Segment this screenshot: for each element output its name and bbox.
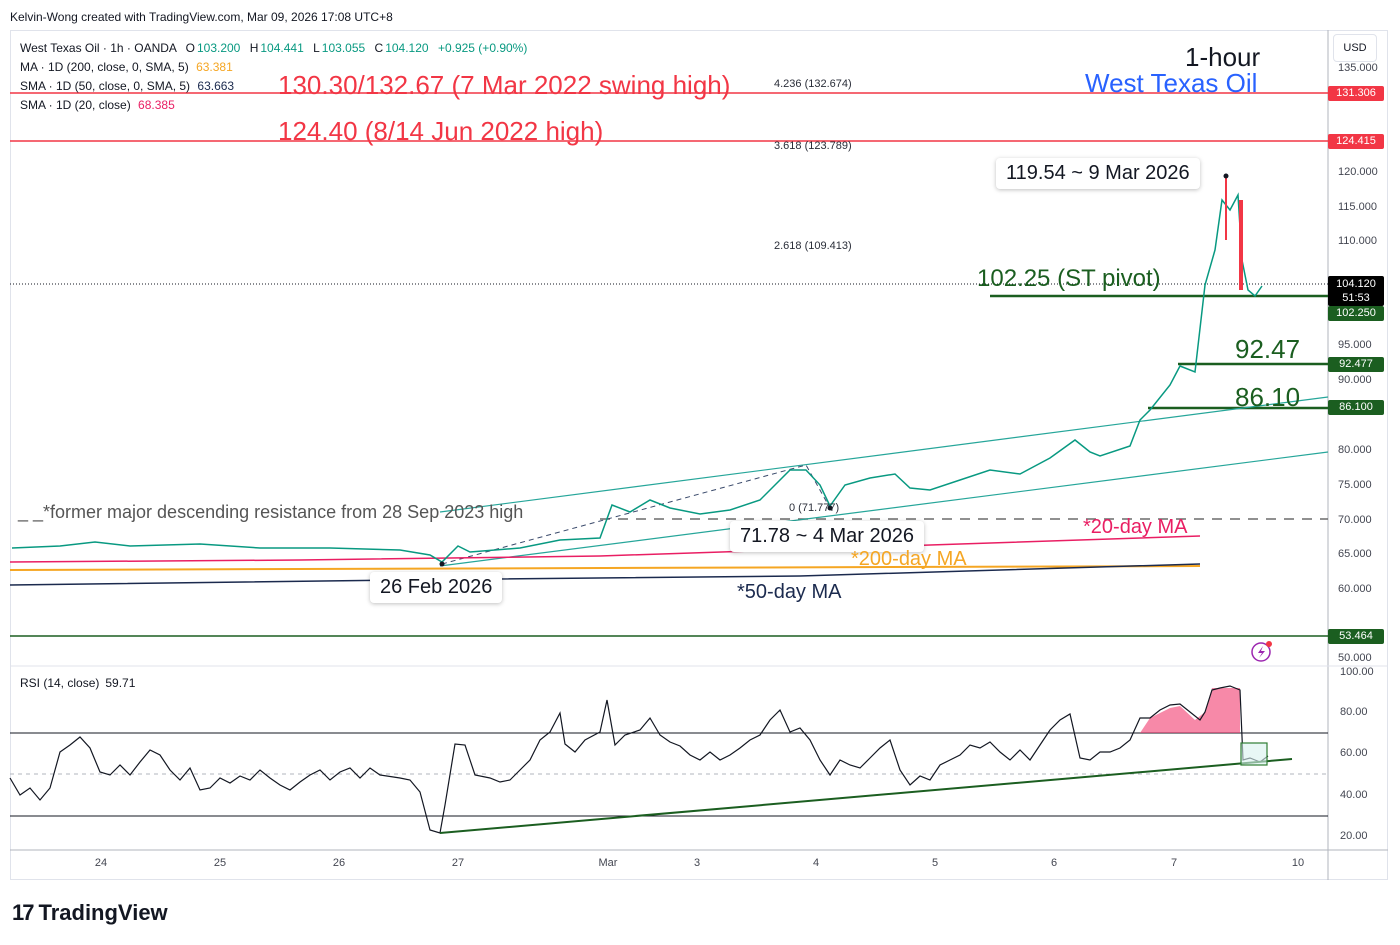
high-label: H — [249, 41, 259, 55]
ma20-label: SMA · 1D (20, close) — [20, 98, 131, 112]
price-tick: 95.000 — [1338, 339, 1372, 351]
close-label: C — [374, 41, 384, 55]
rsi-tick: 60.00 — [1340, 747, 1368, 759]
level-8610-annotation[interactable]: 86.10 — [1235, 382, 1301, 412]
fib-2618-label: 2.618 (109.413) — [774, 240, 852, 252]
price-tick: 75.000 — [1338, 479, 1372, 491]
legend-symbol-row[interactable]: West Texas Oil · 1h · OANDA O 103.200 H 10… — [20, 39, 527, 58]
rsi-trendline[interactable] — [439, 758, 1293, 834]
price-tag-92477: 92.477 — [1328, 357, 1384, 372]
price-tag-current: 104.120 51:53 — [1328, 276, 1384, 306]
channel-lower-line[interactable] — [439, 451, 1329, 567]
ma20-value: 68.385 — [138, 98, 175, 112]
rsi-tick: 20.00 — [1340, 830, 1368, 842]
tradingview-mark-icon: 17 — [12, 900, 35, 925]
high-value: 104.441 — [260, 41, 304, 55]
ma200-annotation: *200-day MA — [851, 548, 967, 570]
price-tick: 70.000 — [1338, 514, 1372, 526]
swing-high-annotation[interactable]: 130.30/132.67 (7 Mar 2022 swing high) — [278, 70, 731, 100]
chart-frame — [10, 30, 1388, 880]
ma50-value: 63.663 — [197, 79, 235, 93]
price-tick: 135.000 — [1338, 62, 1378, 74]
time-tick: 26 — [332, 857, 346, 869]
price-tick: 50.000 — [1338, 652, 1372, 664]
time-tick: 5 — [931, 857, 939, 869]
ma200-line — [9, 565, 1201, 571]
bar-countdown: 51:53 — [1342, 292, 1370, 304]
change-value: +0.925 (+0.90%) — [437, 41, 528, 55]
time-tick: 6 — [1050, 857, 1058, 869]
rsi-tick: 40.00 — [1340, 789, 1368, 801]
price-tag-124415: 124.415 — [1328, 134, 1384, 149]
timeframe-title: 1-hour — [1185, 42, 1261, 72]
currency-button[interactable]: USD — [1333, 34, 1377, 62]
st-pivot-annotation[interactable]: 102.25 (ST pivot) — [977, 265, 1161, 292]
time-tick: 27 — [451, 857, 465, 869]
rsi-highlight-box[interactable] — [1240, 742, 1268, 766]
fib-3618-label: 3.618 (123.789) — [774, 140, 852, 152]
callout-low-4mar[interactable]: 71.78 ~ 4 Mar 2026 — [730, 521, 925, 552]
ma200-value: 63.381 — [196, 60, 233, 74]
callout-high[interactable]: 119.54 ~ 9 Mar 2026 — [996, 158, 1200, 189]
legend-ma20-row[interactable]: SMA · 1D (20, close) 68.385 — [20, 96, 527, 115]
rsi-label: RSI (14, close) — [20, 676, 100, 690]
alert-lightning-icon[interactable] — [1251, 641, 1272, 662]
price-tag-53464: 53.464 — [1328, 629, 1384, 644]
ma200-label: MA · 1D (200, close, 0, SMA, 5) — [20, 60, 189, 74]
time-tick: 10 — [1291, 857, 1305, 869]
tradingview-logo[interactable]: 17 TradingView — [12, 900, 168, 926]
open-value: 103.200 — [196, 41, 241, 55]
level-9247-annotation[interactable]: 92.47 — [1235, 334, 1301, 364]
open-label: O — [185, 41, 195, 55]
time-tick: 7 — [1170, 857, 1178, 869]
time-tick: Mar — [598, 857, 618, 869]
legend-ma50-row[interactable]: SMA · 1D (50, close, 0, SMA, 5) 63.663 — [20, 77, 527, 96]
ma50-annotation: *50-day MA — [737, 581, 842, 603]
channel-upper-line[interactable] — [439, 396, 1329, 513]
price-tick: 65.000 — [1338, 548, 1372, 560]
rsi-value: 59.71 — [105, 676, 136, 690]
ma50-line — [9, 563, 1201, 586]
time-tick: 3 — [693, 857, 701, 869]
rsi-legend[interactable]: RSI (14, close) 59.71 — [20, 676, 135, 690]
rsi-tick: 80.00 — [1340, 706, 1368, 718]
price-tick: 110.000 — [1338, 235, 1377, 247]
low-label: L — [313, 41, 320, 55]
credit-line: Kelvin-Wong created with TradingView.com… — [10, 10, 393, 24]
price-tick: 90.000 — [1338, 374, 1372, 386]
legend-ma200-row[interactable]: MA · 1D (200, close, 0, SMA, 5) 63.381 — [20, 58, 527, 77]
fib-0-label: 0 (71.777) — [789, 502, 840, 514]
price-tick: 60.000 — [1338, 583, 1372, 595]
price-tick: 80.000 — [1338, 444, 1372, 456]
rsi-overbought-fill — [1140, 688, 1240, 733]
price-tag-131306: 131.306 — [1328, 86, 1384, 101]
time-tick: 24 — [94, 857, 108, 869]
tradingview-wordmark: TradingView — [38, 900, 168, 925]
low-value: 103.055 — [321, 41, 366, 55]
close-value: 104.120 — [385, 41, 429, 55]
price-tag-86100: 86.100 — [1328, 400, 1384, 415]
jun-high-annotation[interactable]: 124.40 (8/14 Jun 2022 high) — [278, 116, 604, 146]
price-tag-102250: 102.250 — [1328, 306, 1384, 321]
time-tick: 4 — [812, 857, 820, 869]
price-tick: 120.000 — [1338, 166, 1378, 178]
chart-legend: West Texas Oil · 1h · OANDA O 103.200 H 10… — [20, 39, 527, 115]
rsi-line — [9, 685, 1269, 834]
candlestick-series[interactable] — [11, 173, 1263, 567]
price-tick: 115.000 — [1338, 201, 1377, 213]
ma50-label: SMA · 1D (50, close, 0, SMA, 5) — [20, 79, 191, 93]
current-price-value: 104.120 — [1336, 278, 1376, 290]
rsi-tick: 100.00 — [1340, 666, 1374, 678]
legend-symbol: West Texas Oil · 1h · OANDA — [20, 41, 177, 55]
instrument-title: West Texas Oil — [1085, 68, 1258, 98]
time-tick: 25 — [213, 857, 227, 869]
former-resistance-annotation[interactable]: _ _*former major descending resistance f… — [18, 502, 524, 522]
ma20-annotation: *20-day MA — [1083, 516, 1188, 538]
callout-low-26feb[interactable]: 26 Feb 2026 — [370, 572, 503, 603]
fib-4236-label: 4.236 (132.674) — [774, 78, 852, 90]
ma20-line — [9, 535, 1201, 563]
